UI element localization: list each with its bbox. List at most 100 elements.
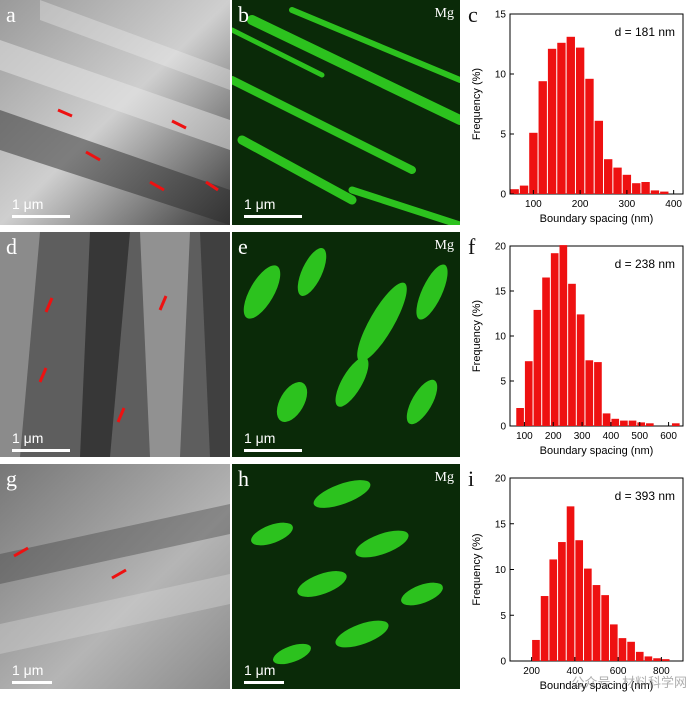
mg-map-texture-h xyxy=(232,464,460,689)
histogram-bar xyxy=(592,585,601,661)
sem-texture-a xyxy=(0,0,230,225)
histogram-bar xyxy=(618,638,627,661)
panel-label: c xyxy=(468,2,478,27)
y-tick-label: 5 xyxy=(500,130,506,141)
histogram-bar xyxy=(613,167,622,194)
scale-bar xyxy=(12,449,70,452)
panel-label: a xyxy=(6,2,16,27)
mg-map-b: b Mg 1 μm xyxy=(232,0,460,225)
histogram-bar xyxy=(585,360,594,426)
histogram-bar xyxy=(559,245,568,426)
scale-bar xyxy=(244,449,302,452)
x-axis-label: Boundary spacing (nm) xyxy=(540,213,654,225)
histogram-bar xyxy=(627,641,635,661)
sem-texture-g xyxy=(0,464,230,689)
histogram-bar xyxy=(566,36,575,194)
scale-bar xyxy=(244,681,284,684)
y-axis-label: Frequency (%) xyxy=(471,68,483,140)
arrows xyxy=(57,108,219,192)
x-tick-label: 200 xyxy=(523,666,540,677)
scale-bar-label: 1 μm xyxy=(244,662,276,678)
x-tick-label: 400 xyxy=(567,666,584,677)
histogram-svg: 100 200 300 400 500 600 0 5 10 15 20 Boundary spaci… xyxy=(471,242,684,457)
histogram-bar xyxy=(576,314,585,426)
histogram-bar xyxy=(568,283,576,426)
x-tick-label: 500 xyxy=(631,431,648,442)
x-tick-label: 300 xyxy=(574,431,591,442)
histogram-bar xyxy=(632,183,641,194)
histogram-bar xyxy=(566,506,575,661)
y-tick-label: 0 xyxy=(500,422,506,433)
x-tick-label: 400 xyxy=(603,431,620,442)
panel-label: g xyxy=(6,466,17,491)
histogram-bar xyxy=(524,361,533,426)
histogram-f: 100 200 300 400 500 600 0 5 10 15 20 Boundary spaci… xyxy=(462,232,693,462)
mg-map-texture-e xyxy=(232,232,460,457)
element-label: Mg xyxy=(434,238,454,253)
panel-label: b xyxy=(238,2,249,27)
mean-annotation: d = 181 nm xyxy=(615,25,675,39)
y-tick-label: 5 xyxy=(500,611,506,622)
x-tick-label: 200 xyxy=(545,431,562,442)
mg-map-texture-b xyxy=(232,0,460,225)
histogram-bar xyxy=(671,423,680,426)
histogram-bar xyxy=(519,185,529,194)
histogram-bar xyxy=(635,651,644,661)
y-tick-label: 0 xyxy=(500,657,506,668)
histogram-bar xyxy=(604,159,613,194)
histogram-bar xyxy=(542,277,550,426)
y-tick-label: 20 xyxy=(495,242,507,253)
histogram-bar xyxy=(557,42,566,194)
histogram-c: 100 200 300 400 0 5 10 15 Boundary spacing (nm) F… xyxy=(462,0,693,230)
y-tick-label: 0 xyxy=(500,190,506,201)
histogram-bar xyxy=(558,542,566,661)
mean-annotation: d = 238 nm xyxy=(615,257,675,271)
histogram-bar xyxy=(547,48,557,194)
x-tick-label: 600 xyxy=(610,666,627,677)
y-tick-label: 15 xyxy=(495,519,507,530)
x-tick-label: 800 xyxy=(653,666,670,677)
panel-label: h xyxy=(238,466,249,491)
histogram-bar xyxy=(641,182,650,194)
histogram-bar xyxy=(533,309,542,426)
histogram-bar xyxy=(550,253,559,426)
panel-label: f xyxy=(468,234,476,259)
histogram-bar xyxy=(532,639,540,661)
histogram-bar xyxy=(637,422,646,426)
histogram-bar xyxy=(628,420,637,426)
sem-image-a: a 1 μm xyxy=(0,0,230,225)
x-tick-label: 200 xyxy=(572,199,589,210)
scale-bar xyxy=(12,215,70,218)
histogram-bar xyxy=(611,418,620,426)
scale-bar-label: 1 μm xyxy=(244,196,276,212)
element-label: Mg xyxy=(434,470,454,485)
histogram-bar xyxy=(584,568,592,661)
scale-bar xyxy=(244,215,302,218)
panel-label: e xyxy=(238,234,248,259)
histogram-i: 200 400 600 800 0 5 10 15 20 Boundary spacing (nm… xyxy=(462,464,693,697)
histogram-bar xyxy=(516,408,524,426)
scale-bar xyxy=(12,681,52,684)
x-tick-label: 100 xyxy=(525,199,542,210)
x-tick-label: 100 xyxy=(516,431,533,442)
y-tick-label: 10 xyxy=(495,565,507,576)
scale-bar-label: 1 μm xyxy=(12,430,44,446)
y-tick-label: 20 xyxy=(495,474,507,485)
histogram-bar xyxy=(660,191,669,194)
sem-texture-d xyxy=(0,232,230,457)
scale-bar-label: 1 μm xyxy=(12,196,44,212)
x-tick-label: 600 xyxy=(660,431,677,442)
histogram-bar xyxy=(661,659,670,661)
histogram-bar xyxy=(575,47,585,194)
sem-image-g: g 1 μm xyxy=(0,464,230,689)
histogram-bar xyxy=(620,420,628,426)
mg-map-e: e Mg 1 μm xyxy=(232,232,460,457)
x-tick-label: 400 xyxy=(665,199,682,210)
histogram-bar xyxy=(549,559,558,661)
y-tick-label: 5 xyxy=(500,377,506,388)
panel-label: d xyxy=(6,234,17,259)
y-axis-label: Frequency (%) xyxy=(471,300,483,372)
x-axis-label: Boundary spacing (nm) xyxy=(540,445,654,457)
histogram-bar xyxy=(594,362,602,426)
histogram-bar xyxy=(601,595,609,661)
